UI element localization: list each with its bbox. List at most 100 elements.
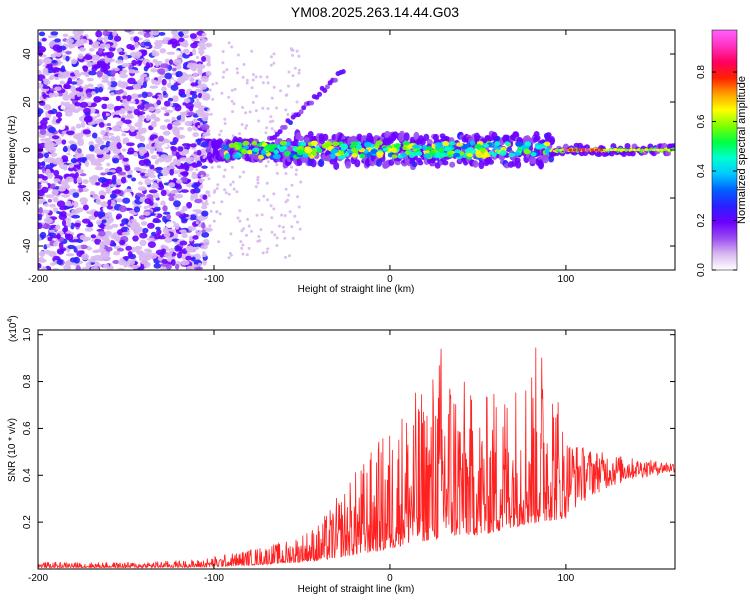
- spectrogram-cell: [169, 141, 177, 146]
- spectrogram-cell: [158, 135, 165, 142]
- y-tick-label: 40: [22, 48, 33, 60]
- spectrogram-cell: [354, 159, 361, 168]
- spectrogram-cell: [171, 67, 177, 72]
- spectrogram-cell: [196, 211, 199, 215]
- spectrogram-cell: [164, 252, 173, 259]
- spectrogram-cell: [198, 47, 202, 51]
- spectrogram-cell: [269, 204, 273, 208]
- spectrogram-cell: [187, 126, 193, 132]
- spectrogram-cell: [43, 217, 53, 224]
- spectrogram-cell: [613, 148, 618, 152]
- spectrogram-cell: [52, 196, 59, 203]
- spectrogram-cell: [200, 38, 208, 43]
- spectrogram-cell: [393, 143, 402, 148]
- spectrogram-cell: [200, 123, 210, 131]
- spectrogram-cell: [139, 239, 147, 247]
- spectrogram-cell: [49, 203, 56, 208]
- spectrogram-cell: [140, 221, 148, 226]
- spectrogram-cell: [127, 174, 133, 178]
- spectrogram-cell: [202, 156, 206, 159]
- spectrogram-cell: [261, 81, 265, 85]
- spectrogram-cell: [538, 160, 544, 170]
- spectrogram-cell: [247, 150, 253, 155]
- y-tick-label: 0.2: [22, 515, 33, 529]
- spectrogram-cell: [337, 154, 346, 160]
- spectrogram-cell: [245, 253, 249, 257]
- spectrogram-cell: [131, 212, 138, 216]
- spectrogram-cell: [164, 58, 170, 64]
- spectrogram-cell: [124, 106, 132, 112]
- spectrogram-cell: [617, 148, 621, 152]
- spectrogram-cell: [300, 141, 307, 147]
- spectrogram-cell: [181, 229, 187, 236]
- spectrogram-cell: [364, 141, 372, 148]
- spectrogram-cell: [69, 151, 76, 156]
- spectrogram-cell: [112, 242, 117, 247]
- spectrogram-cell: [188, 105, 194, 112]
- spectrogram-cell: [143, 32, 151, 38]
- spectrogram-cell: [250, 86, 254, 90]
- spectrogram-cell: [77, 53, 84, 60]
- spectrogram-cell: [266, 81, 270, 85]
- spectrogram-cell: [175, 211, 182, 217]
- spectrogram-cell: [287, 70, 291, 74]
- spectrogram-cell: [149, 252, 158, 260]
- spectrogram-cell: [94, 166, 104, 171]
- spectrogram-cell: [468, 148, 477, 154]
- snr-frame: [37, 329, 676, 570]
- spectrogram-cell: [227, 192, 231, 196]
- spectrogram-cell: [116, 127, 123, 131]
- spectrogram-cell: [415, 151, 423, 157]
- spectrogram-cell: [302, 153, 309, 158]
- spectrogram-cell: [513, 151, 520, 156]
- spectrogram-cell: [514, 157, 521, 163]
- spectrogram-cell: [94, 158, 103, 162]
- spectrogram-cell: [581, 148, 586, 152]
- spectrogram-cell: [84, 227, 94, 232]
- spectrogram-cell: [330, 154, 336, 160]
- spectrogram-cell: [84, 160, 89, 168]
- spectrogram-cell: [149, 115, 157, 120]
- spectrogram-cell: [142, 81, 147, 89]
- spectrogram-cell: [127, 77, 136, 85]
- spectrogram-cell: [133, 206, 141, 213]
- spectrogram-cell: [330, 149, 338, 154]
- spectrogram-cell: [244, 111, 248, 115]
- spectrogram-cell: [169, 168, 175, 176]
- spectrogram-cell: [263, 145, 272, 151]
- spectrogram-cell: [77, 184, 87, 189]
- spectrogram-cell: [43, 203, 50, 207]
- spectrogram-cell: [107, 199, 112, 206]
- spectrogram-cell: [290, 225, 294, 229]
- spectrogram-cell: [291, 53, 294, 57]
- spectrogram-cell: [152, 95, 159, 99]
- spectrogram-cell: [38, 200, 43, 205]
- spectrogram-cell: [49, 250, 56, 257]
- spectrogram-cell: [434, 142, 442, 147]
- spectrogram-marks: [38, 30, 675, 270]
- spectrogram-cell: [199, 122, 203, 126]
- spectrogram-cell: [41, 37, 47, 42]
- y-tick-label: 0.4: [22, 468, 33, 482]
- spectrogram-cell: [70, 81, 78, 85]
- spectrogram-cell: [277, 224, 281, 228]
- spectrogram-cell: [577, 148, 582, 152]
- spectrogram-cell: [79, 91, 86, 96]
- spectrogram-cell: [112, 259, 120, 265]
- spectrogram-cell: [204, 199, 208, 203]
- spectrogram-cell: [322, 88, 328, 93]
- spectrogram-cell: [174, 50, 181, 56]
- spectrogram-cell: [192, 72, 199, 78]
- spectrogram-cell: [129, 125, 136, 133]
- spectrogram-cell: [411, 161, 418, 168]
- spectrogram-cell: [201, 231, 210, 238]
- spectrogram-cell: [272, 207, 276, 211]
- spectrogram-cell: [590, 148, 595, 152]
- spectrogram-cell: [131, 177, 137, 182]
- spectrogram-cell: [343, 152, 350, 157]
- spectrogram-cell: [124, 165, 131, 172]
- spectrogram-cell: [41, 209, 50, 214]
- spectrogram-cell: [187, 225, 197, 231]
- x-tick-label: 100: [558, 274, 575, 285]
- spectrogram-cell: [86, 60, 92, 68]
